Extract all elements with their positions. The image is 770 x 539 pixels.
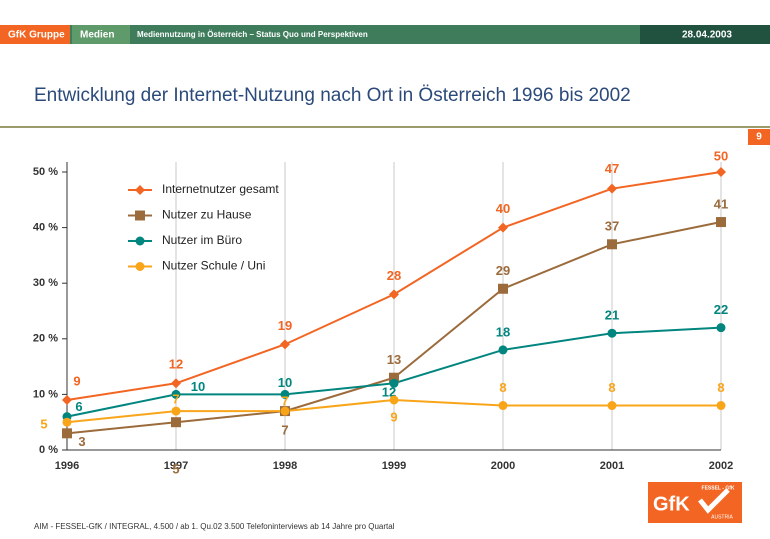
- data-label: 47: [605, 161, 619, 176]
- section: Medien: [80, 30, 114, 41]
- marker: [171, 417, 181, 428]
- legend-marker: [135, 236, 145, 246]
- date-box: [640, 25, 770, 44]
- marker: [716, 401, 726, 411]
- data-label: 7: [281, 423, 288, 438]
- data-label: 8: [717, 380, 724, 395]
- data-label: 19: [278, 318, 292, 333]
- marker: [716, 217, 726, 228]
- data-label: 21: [605, 308, 619, 323]
- marker: [62, 428, 72, 439]
- data-label: 37: [605, 219, 619, 234]
- footer: AIM - FESSEL-GfK / INTEGRAL, 4.500 / ab …: [34, 522, 395, 531]
- data-label: 3: [78, 434, 85, 449]
- data-label: 10: [191, 379, 205, 394]
- logo-bottom: AUSTRIA: [711, 514, 733, 520]
- subject: Mediennutzung in Österreich – Status Quo…: [137, 30, 368, 39]
- y-tick-label: 50 %: [33, 166, 58, 178]
- marker: [62, 417, 72, 427]
- header-bar: [0, 25, 770, 44]
- marker: [171, 378, 181, 389]
- data-label: 5: [40, 417, 47, 432]
- y-tick-label: 30 %: [33, 277, 58, 289]
- slide-title: Entwicklung der Internet-Nutzung nach Or…: [34, 85, 631, 106]
- marker: [389, 395, 399, 405]
- data-label: 7: [281, 394, 288, 409]
- data-label: 10: [278, 375, 292, 390]
- marker: [716, 323, 726, 333]
- legend-label: Nutzer zu Hause: [162, 208, 252, 222]
- date: 28.04.2003: [682, 30, 732, 41]
- marker: [280, 406, 290, 416]
- y-tick-label: 0 %: [39, 444, 58, 456]
- marker: [607, 239, 617, 250]
- data-label: 7: [172, 392, 179, 407]
- marker: [280, 389, 290, 399]
- section-box: [72, 25, 130, 44]
- data-label: 5: [172, 462, 179, 477]
- marker: [607, 183, 617, 194]
- company: GfK Gruppe: [8, 30, 65, 41]
- data-label: 8: [499, 380, 506, 395]
- marker: [171, 389, 181, 399]
- company-box: [0, 25, 70, 44]
- marker: [280, 339, 290, 350]
- legend-marker: [135, 262, 145, 271]
- logo-top: FESSEL - GfK: [702, 485, 735, 491]
- marker: [62, 394, 72, 405]
- data-label: 8: [608, 380, 615, 395]
- x-tick-label: 1998: [273, 460, 297, 472]
- marker: [389, 289, 399, 300]
- data-label: 22: [714, 302, 728, 317]
- y-tick-label: 40 %: [33, 222, 58, 234]
- logo-main: GfK: [653, 493, 690, 515]
- data-label: 41: [714, 196, 728, 211]
- x-tick-label: 1996: [55, 460, 79, 472]
- logo-check: [698, 488, 730, 514]
- data-label: 28: [387, 268, 401, 283]
- data-label: 13: [387, 352, 401, 367]
- legend-marker: [135, 185, 145, 195]
- marker: [607, 401, 617, 411]
- y-tick-label: 20 %: [33, 333, 58, 345]
- page-box: [748, 129, 770, 145]
- x-tick-label: 2002: [709, 460, 733, 472]
- x-tick-label: 2001: [600, 460, 624, 472]
- x-tick-label: 1999: [382, 460, 406, 472]
- data-label: 9: [73, 373, 80, 388]
- data-label: 9: [390, 409, 397, 424]
- marker: [389, 372, 399, 383]
- marker: [716, 167, 726, 177]
- marker: [498, 283, 508, 294]
- marker: [498, 222, 508, 233]
- marker: [498, 345, 508, 355]
- data-label: 12: [169, 357, 183, 372]
- logo: GfK FESSEL - GfK AUSTRIA: [648, 482, 742, 523]
- legend-marker: [135, 210, 145, 221]
- page-number: 9: [756, 132, 762, 143]
- x-tick-label: 2000: [491, 460, 515, 472]
- marker: [171, 406, 181, 416]
- data-label: 18: [496, 324, 510, 339]
- legend-label: Nutzer Schule / Uni: [162, 259, 265, 273]
- data-label: 40: [496, 201, 510, 216]
- data-label: 6: [75, 399, 82, 414]
- data-label: 50: [714, 148, 728, 163]
- marker: [607, 328, 617, 338]
- marker: [498, 401, 508, 411]
- legend-label: Internetnutzer gesamt: [162, 182, 279, 196]
- y-tick-label: 10 %: [33, 388, 58, 400]
- data-label: 29: [496, 263, 510, 278]
- x-tick-label: 1997: [164, 460, 188, 472]
- legend-label: Nutzer im Büro: [162, 233, 242, 247]
- marker: [389, 378, 399, 388]
